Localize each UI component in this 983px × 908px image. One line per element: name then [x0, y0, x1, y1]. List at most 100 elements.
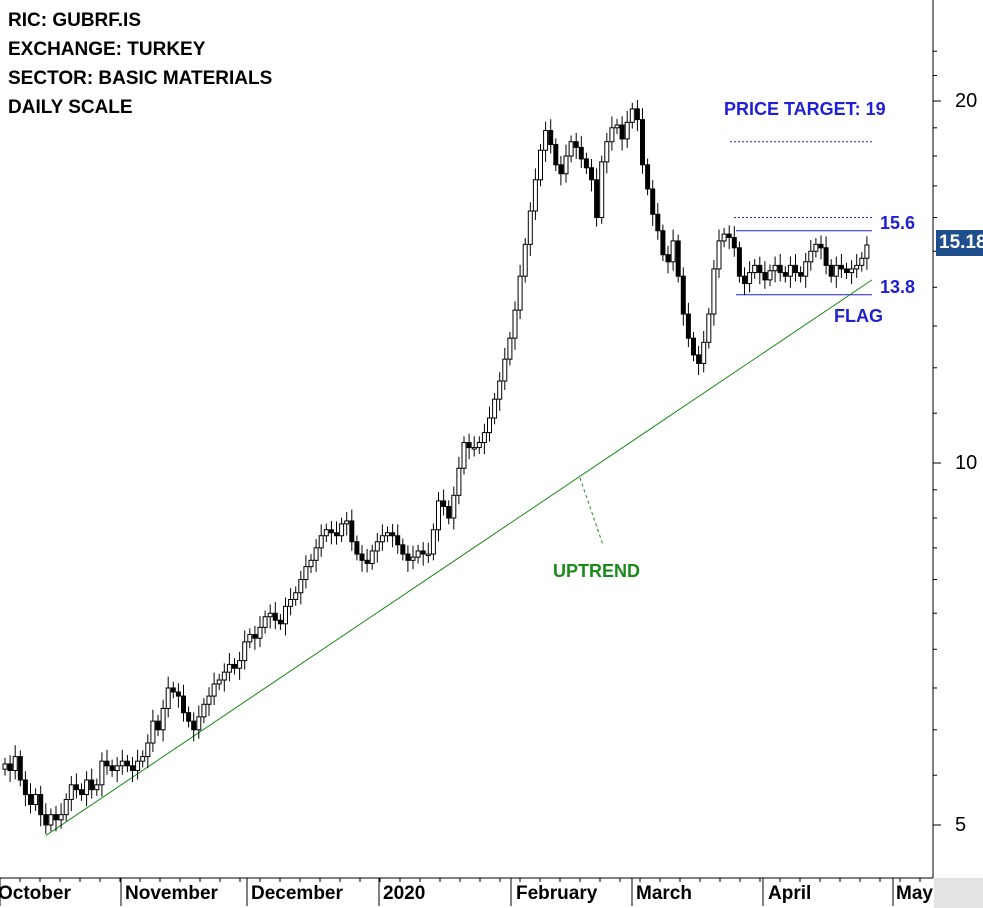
y-tick-label-5: 5	[955, 814, 967, 836]
candle-up	[257, 626, 263, 639]
candle-up	[160, 707, 166, 731]
candle-up	[767, 270, 773, 281]
x-tick-label-april: April	[768, 883, 812, 904]
candle-up	[502, 358, 508, 382]
candle-up	[430, 529, 436, 555]
candle-up	[165, 687, 171, 709]
candle-up	[425, 553, 431, 557]
candle-up	[58, 814, 64, 821]
candle-down	[742, 275, 747, 285]
candle-down	[640, 119, 645, 166]
candle-up	[772, 264, 778, 272]
candle-up	[461, 442, 467, 469]
candle-up	[339, 523, 345, 537]
ric-label: RIC: GUBRF.IS	[8, 10, 141, 31]
resistance-label: 15.6	[880, 213, 916, 233]
candle-down	[726, 233, 732, 238]
candle-up	[140, 756, 146, 762]
candle-down	[28, 794, 33, 806]
candle-down	[589, 167, 594, 181]
candle-up	[481, 432, 487, 444]
candle-up	[283, 605, 288, 625]
y-tick-label-10: 10	[955, 452, 978, 474]
candle-down	[109, 765, 115, 771]
candle-up	[12, 756, 18, 771]
candle-up	[859, 257, 865, 266]
candle-up	[522, 243, 528, 277]
candle-up	[262, 616, 268, 628]
candle-down	[441, 500, 447, 508]
candle-up	[451, 494, 457, 519]
candle-up	[308, 559, 314, 568]
candle-up	[2, 763, 8, 770]
candle-up	[854, 264, 860, 270]
candle-down	[38, 794, 44, 816]
candle-up	[507, 337, 513, 360]
candle-up	[471, 447, 477, 450]
candle-up	[242, 641, 248, 662]
candle-up	[849, 268, 855, 274]
candle-up	[813, 243, 819, 252]
candle-up	[206, 695, 212, 705]
uptrend-label: UPTREND	[553, 561, 641, 581]
candle-up	[303, 566, 309, 581]
uptrend-pointer	[579, 477, 604, 546]
candle-down	[665, 254, 671, 263]
candle-down	[619, 124, 625, 140]
price-target-label: PRICE TARGET: 19	[724, 99, 886, 119]
candle-up	[63, 799, 69, 816]
x-tick-label-december: December	[251, 883, 343, 904]
candle-down	[828, 264, 834, 277]
candle-up	[512, 309, 518, 339]
candle-up	[492, 398, 498, 419]
candle-down	[104, 760, 110, 767]
candle-down	[420, 550, 426, 555]
candle-up	[543, 130, 549, 151]
candle-up	[150, 720, 156, 744]
candle-up	[318, 535, 324, 549]
candle-up	[415, 550, 421, 558]
candle-up	[456, 467, 462, 496]
candle-down	[272, 612, 278, 621]
candle-down	[232, 663, 237, 669]
candle-down	[7, 763, 13, 771]
candle-down	[43, 814, 49, 826]
candle-up	[864, 244, 870, 259]
candle-down	[22, 779, 28, 796]
candle-down	[252, 634, 258, 639]
candle-down	[79, 789, 84, 796]
scale-label: DAILY SCALE	[8, 97, 133, 118]
candle-down	[390, 532, 396, 537]
candle-down	[793, 264, 798, 274]
candle-down	[466, 442, 472, 449]
candle-up	[497, 380, 503, 400]
candle-up	[752, 264, 758, 274]
candle-up	[808, 250, 814, 263]
candle-up	[33, 794, 39, 806]
candle-up	[476, 442, 482, 449]
candle-up	[114, 765, 120, 771]
candle-up	[568, 141, 574, 157]
candle-down	[823, 247, 829, 266]
candle-down	[777, 264, 783, 274]
candle-up	[313, 547, 319, 561]
candle-up	[706, 313, 712, 343]
candle-down	[130, 765, 135, 771]
candle-down	[400, 544, 406, 555]
candle-up	[833, 264, 839, 277]
candle-up	[599, 161, 605, 219]
candle-down	[395, 535, 401, 546]
axis-corner	[934, 878, 983, 908]
candle-up	[94, 784, 100, 791]
candle-up	[298, 579, 304, 594]
candle-down	[696, 354, 702, 364]
candle-up	[670, 240, 676, 263]
candle-up	[527, 210, 533, 245]
candle-down	[645, 164, 651, 190]
candle-up	[119, 760, 125, 767]
candle-up	[538, 149, 543, 181]
candle-down	[191, 720, 197, 731]
candle-up	[145, 742, 151, 758]
candle-up	[532, 179, 538, 212]
